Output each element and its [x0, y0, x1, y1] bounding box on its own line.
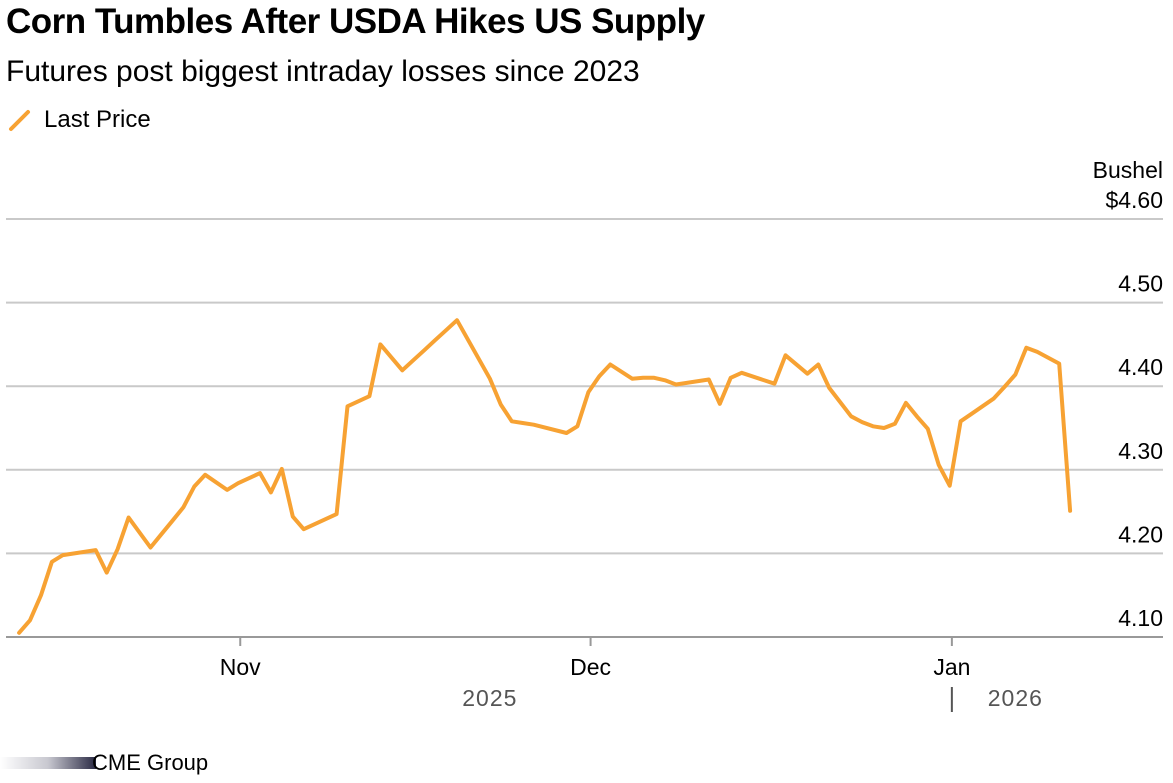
y-tick-label: 4.20 [1118, 521, 1163, 547]
x-tick-label: Jan [933, 654, 970, 680]
y-tick-label: 4.50 [1118, 271, 1163, 297]
chart-title: Corn Tumbles After USDA Hikes US Supply [6, 2, 705, 41]
y-tick-label: 4.10 [1118, 605, 1163, 631]
year-label: 2025 [462, 685, 517, 711]
source-fade [0, 757, 96, 769]
legend-label: Last Price [44, 106, 151, 133]
x-tick-label: Dec [570, 654, 611, 680]
x-tick-label: Nov [220, 654, 261, 680]
source-label: CME Group [92, 750, 209, 775]
year-label: 2026 [988, 685, 1043, 711]
series-line-last-price [17, 318, 1073, 635]
y-tick-label: $4.60 [1105, 187, 1163, 213]
legend: Last Price [8, 106, 151, 134]
chart-subtitle: Futures post biggest intraday losses sin… [6, 55, 640, 88]
legend-line-icon [9, 110, 30, 131]
y-tick-label: 4.30 [1118, 438, 1163, 464]
y-tick-label: 4.40 [1118, 354, 1163, 380]
y-axis-label: Bushel [1093, 157, 1163, 183]
